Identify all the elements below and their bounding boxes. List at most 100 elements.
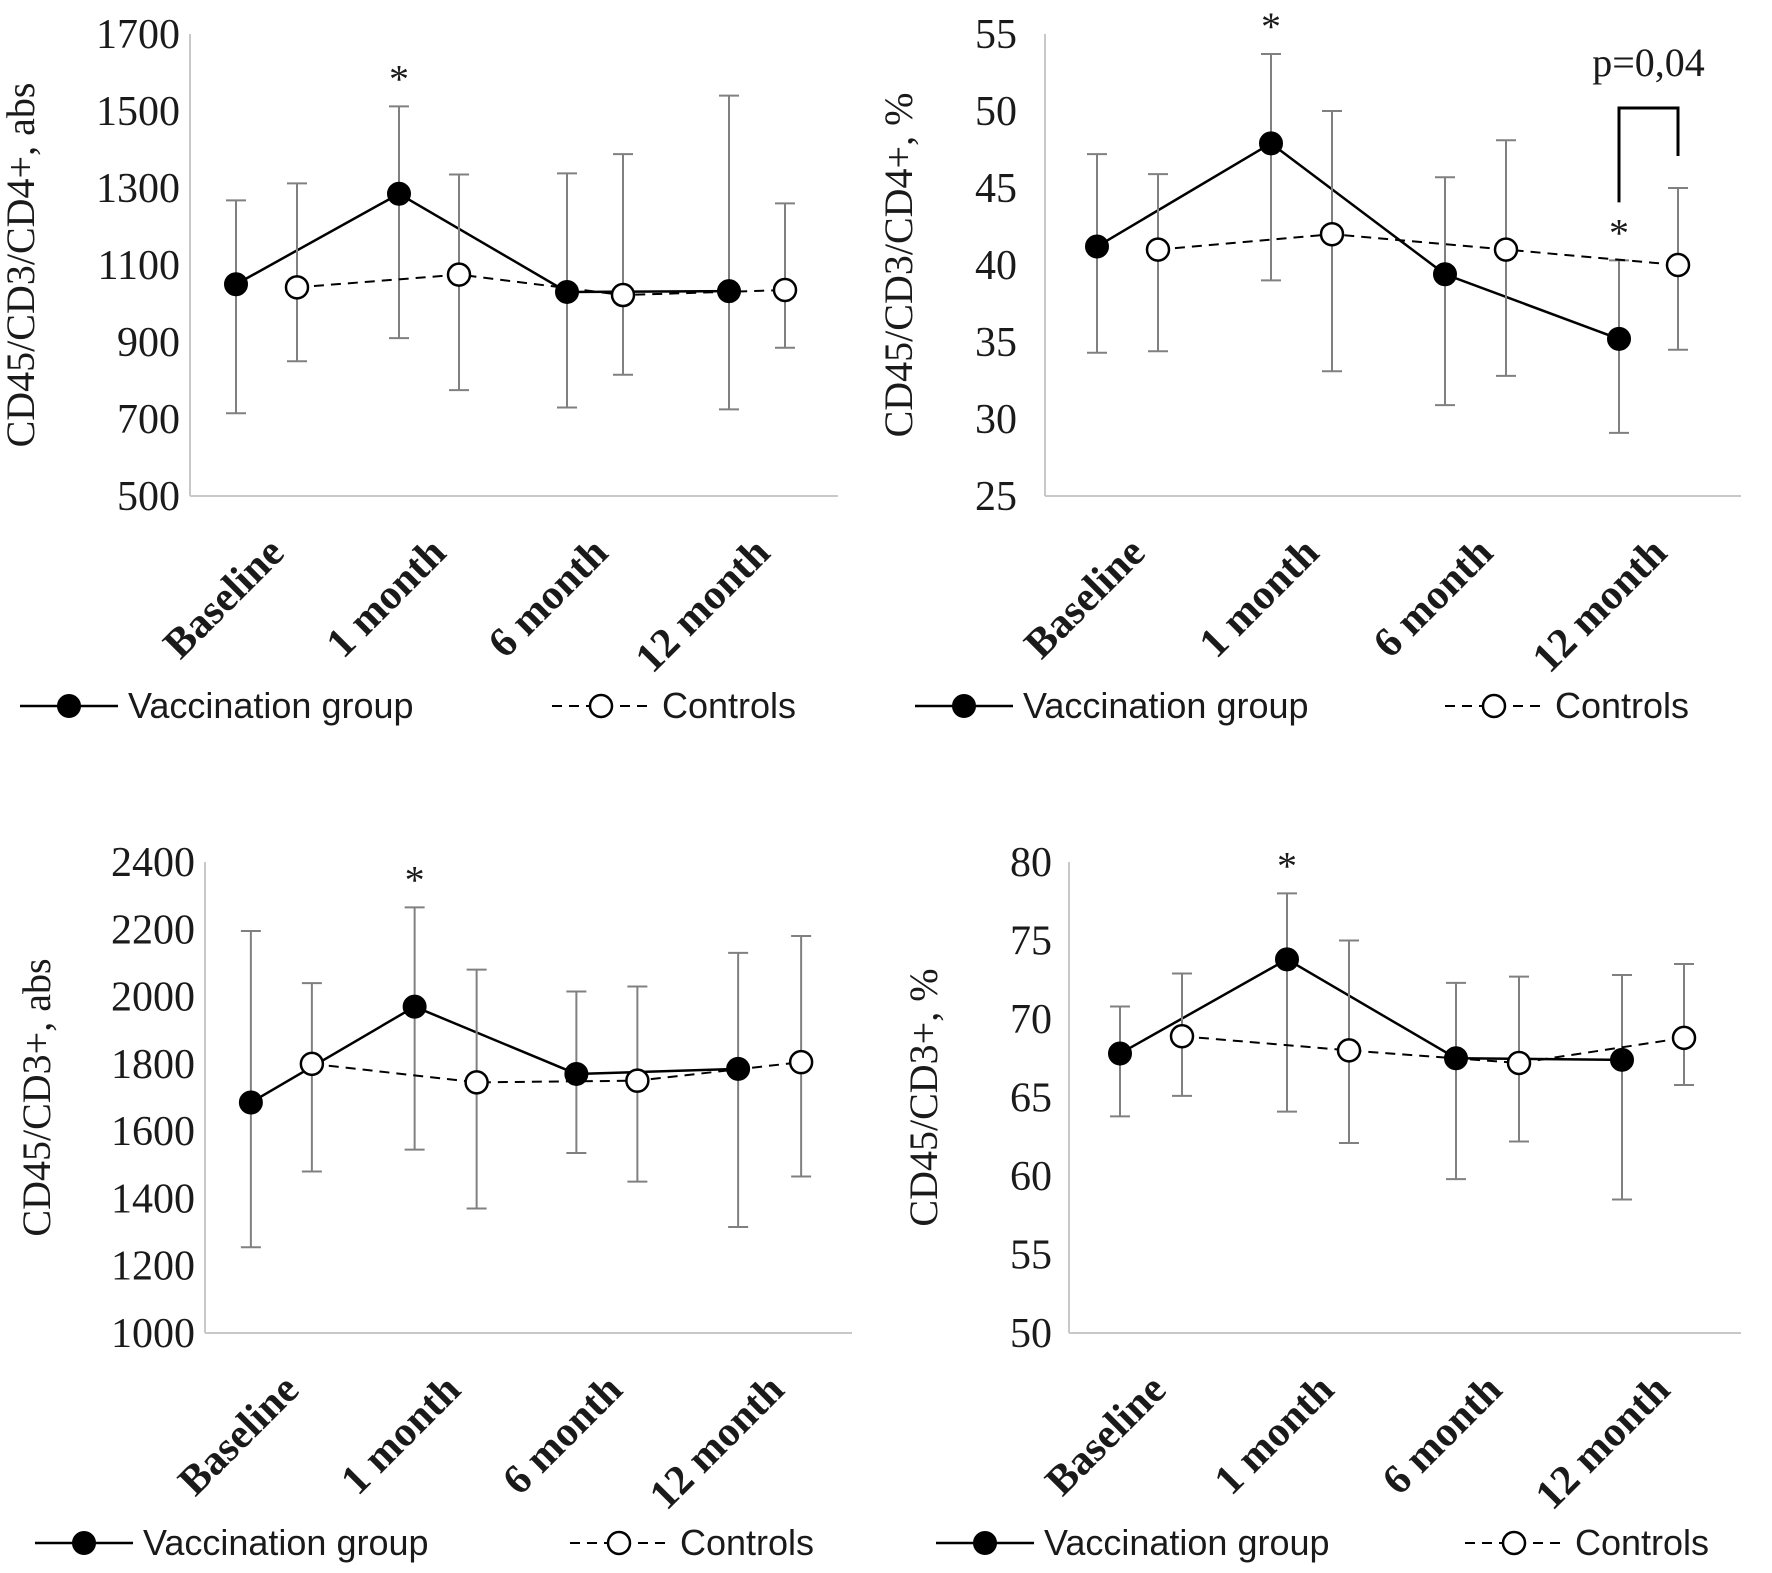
significance-asterisk: *: [1609, 210, 1629, 255]
x-category-label: 1 month: [1191, 530, 1328, 667]
data-point-controls: [1319, 221, 1345, 247]
legend-label-vaccination: Vaccination group: [128, 685, 414, 726]
data-point-controls: [772, 277, 798, 303]
x-category-label: 6 month: [494, 1367, 631, 1504]
significance-asterisk: *: [389, 56, 409, 101]
x-category-label: 1 month: [332, 1367, 469, 1504]
data-point-vaccination: [1433, 262, 1457, 287]
legend-marker-vaccination: [973, 1531, 997, 1555]
y-tick-label: 35: [975, 320, 1017, 366]
x-category-label: 12 month: [641, 1367, 793, 1519]
x-category-label: 1 month: [318, 530, 455, 667]
series-line-vaccination: [1119, 957, 1623, 1062]
x-category-label: Baseline: [170, 1367, 308, 1505]
data-point-vaccination: [387, 181, 411, 206]
legend-marker-vaccination: [72, 1531, 96, 1555]
y-tick-label: 500: [117, 474, 180, 520]
series-line-controls: [1157, 233, 1679, 266]
legend-marker-controls: [588, 693, 614, 719]
data-point-vaccination: [1607, 326, 1631, 351]
significance-asterisk: *: [1261, 4, 1281, 49]
series-line-vaccination: [235, 192, 730, 294]
y-tick-label: 1200: [111, 1244, 195, 1290]
data-point-vaccination: [1275, 947, 1299, 972]
significance-asterisk: *: [1277, 843, 1297, 888]
data-point-vaccination: [1085, 234, 1109, 259]
x-category-label: Baseline: [155, 530, 293, 668]
x-category-label: 6 month: [480, 530, 617, 667]
y-tick-label: 1700: [96, 12, 180, 58]
y-tick-label: 2000: [111, 975, 195, 1021]
legend-label-vaccination: Vaccination group: [143, 1522, 429, 1563]
y-tick-label: 2200: [111, 907, 195, 953]
chart-panel-cd3-percent: 50 55 60 65 70 75 80 CD45/CD3+, % Baseline 1 mont…: [901, 840, 1741, 1563]
y-tick-label: 900: [117, 320, 180, 366]
y-axis-title: CD45/CD3+, abs: [14, 958, 59, 1236]
data-point-controls: [1671, 1025, 1697, 1051]
y-tick-label: 1500: [96, 89, 180, 135]
data-point-vaccination: [555, 279, 579, 304]
legend-label-vaccination: Vaccination group: [1023, 685, 1309, 726]
data-point-vaccination: [1610, 1047, 1634, 1072]
series-line-vaccination: [250, 1005, 739, 1104]
series-line-controls: [296, 273, 786, 297]
x-category-label: 6 month: [1374, 1367, 1511, 1504]
data-point-controls: [1493, 237, 1519, 262]
legend-marker-controls: [606, 1530, 632, 1556]
data-point-vaccination: [402, 994, 427, 1019]
x-category-label: Baseline: [1016, 530, 1154, 668]
y-tick-label: 1800: [111, 1042, 195, 1088]
data-point-controls: [1665, 252, 1691, 278]
data-point-controls: [1169, 1024, 1195, 1049]
legend-label-controls: Controls: [662, 685, 796, 726]
legend-label-controls: Controls: [680, 1522, 814, 1563]
y-tick-label: 55: [1010, 1233, 1052, 1279]
data-point-controls: [610, 282, 636, 308]
y-tick-label: 80: [1010, 840, 1052, 886]
y-axis-title: CD45/CD3+, %: [901, 968, 946, 1226]
series-line-vaccination: [1096, 141, 1620, 341]
y-axis-title: CD45/CD3/CD4+, abs: [0, 83, 43, 448]
x-category-label: 12 month: [627, 530, 779, 682]
chart-panel-cd4-percent: 25 30 35 40 45 50 55 CD45/CD3/CD4+, % Baseline 1 …: [876, 4, 1741, 726]
significance-asterisk: *: [405, 857, 425, 902]
x-category-label: Baseline: [1037, 1367, 1175, 1505]
data-point-controls: [1336, 1038, 1362, 1063]
data-point-controls: [284, 275, 310, 300]
legend-label-vaccination: Vaccination group: [1044, 1522, 1330, 1563]
legend-marker-controls: [1481, 693, 1507, 719]
data-point-vaccination: [1259, 131, 1283, 156]
series-line-controls: [311, 1061, 802, 1084]
y-tick-label: 700: [117, 397, 180, 443]
legend-marker-controls: [1501, 1530, 1527, 1556]
y-tick-label: 70: [1010, 997, 1052, 1043]
y-tick-label: 50: [975, 89, 1017, 135]
x-category-label: 12 month: [1527, 1367, 1679, 1519]
data-point-vaccination: [238, 1090, 263, 1115]
y-tick-label: 2400: [111, 840, 195, 886]
chart-panel-cd3-abs: 1000 1200 1400 1600 1800 2000 2200 2400 CD45/CD3…: [14, 840, 852, 1563]
y-tick-label: 25: [975, 474, 1017, 520]
x-category-label: 12 month: [1524, 530, 1676, 682]
legend-marker-vaccination: [57, 694, 81, 718]
y-axis-title: CD45/CD3/CD4+, %: [876, 93, 921, 438]
data-point-controls: [1145, 237, 1171, 262]
y-tick-label: 30: [975, 397, 1017, 443]
data-point-controls: [625, 1068, 650, 1093]
x-category-label: 6 month: [1365, 530, 1502, 667]
data-point-vaccination: [564, 1061, 589, 1086]
data-point-controls: [446, 262, 472, 287]
y-tick-label: 1600: [111, 1109, 195, 1155]
p-value-bracket: [1617, 106, 1680, 203]
y-tick-label: 60: [1010, 1154, 1052, 1200]
y-tick-label: 40: [975, 243, 1017, 289]
y-tick-label: 55: [975, 12, 1017, 58]
data-point-controls: [464, 1070, 489, 1095]
data-point-controls: [1506, 1050, 1532, 1076]
p-value-label: p=0,04: [1592, 40, 1705, 85]
x-category-label: 1 month: [1206, 1367, 1343, 1504]
legend-marker-vaccination: [952, 694, 976, 718]
chart-panel-cd4-abs: 500 700 900 1100 1300 1500 1700 CD45/CD3/CD4+, …: [0, 12, 838, 726]
legend-label-controls: Controls: [1575, 1522, 1709, 1563]
